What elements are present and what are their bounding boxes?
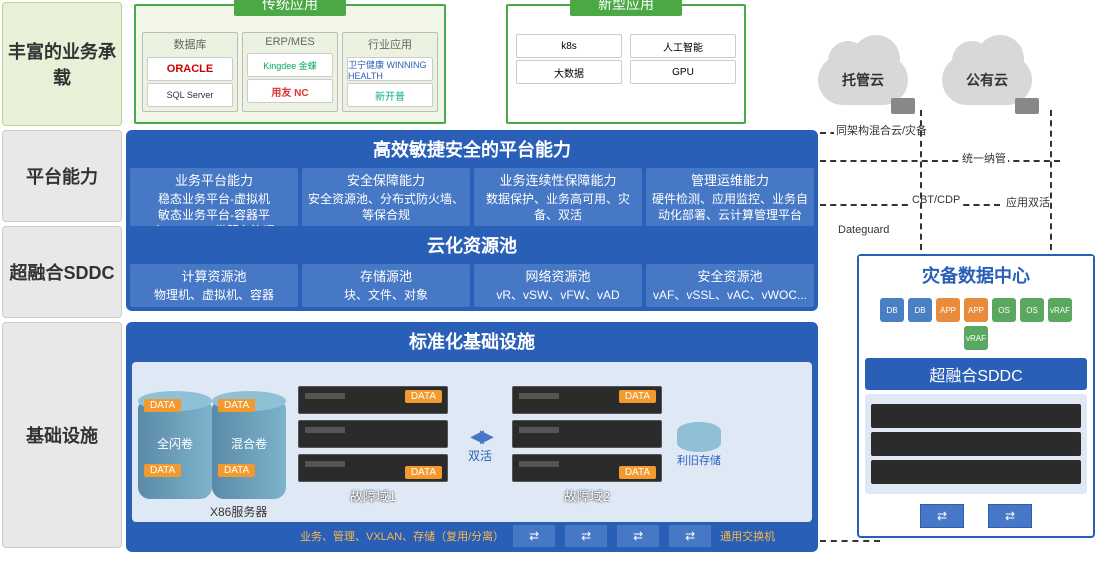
switch-icon: ⇄ bbox=[920, 504, 964, 528]
switch-label: 通用交换机 bbox=[720, 528, 775, 544]
app-kingdee: Kingdee 金蝶 bbox=[247, 53, 333, 77]
dash-line-v bbox=[1050, 110, 1052, 250]
fault-domain-1: DATA DATA 故障域1 bbox=[298, 386, 448, 505]
cyl-flash: 全闪卷 DATA DATA bbox=[138, 391, 212, 499]
dr-icon: OS bbox=[1020, 298, 1044, 322]
data-tag: DATA bbox=[144, 399, 181, 412]
data-tag: DATA bbox=[218, 464, 255, 477]
app-xinkaipu: 新开普 bbox=[347, 83, 433, 107]
hosted-cloud-label: 托管云 bbox=[842, 70, 884, 90]
dr-header: 灾备数据中心 bbox=[859, 256, 1093, 294]
dash-line-v bbox=[920, 110, 922, 250]
col-ind-hdr: 行业应用 bbox=[345, 35, 435, 55]
public-cloud-label: 公有云 bbox=[966, 70, 1008, 90]
switch-icon: ⇄ bbox=[512, 524, 556, 548]
fault-domain-2: DATA DATA 故障域2 bbox=[512, 386, 662, 505]
hosted-cloud: 托管云 bbox=[813, 50, 913, 110]
dash-label-unified: 统一纳管 bbox=[960, 150, 1008, 166]
dash-line bbox=[820, 160, 1060, 162]
sddc-cell: 安全资源池vAF、vSSL、vAC、vWOC... bbox=[646, 264, 814, 307]
switch-icon: ⇄ bbox=[616, 524, 660, 548]
switch-icon: ⇄ bbox=[668, 524, 712, 548]
app-winning: 卫宁健康 WINNING HEALTH bbox=[347, 57, 433, 81]
sddc-cells: 计算资源池物理机、虚拟机、容器存储源池块、文件、对象网络资源池vR、vSW、vF… bbox=[130, 264, 814, 307]
infra-band: 标准化基础设施 全闪卷 DATA DATA 混合卷 DATA DATA bbox=[126, 322, 818, 552]
traditional-app-group: 传统应用 数据库 ORACLE SQL Server ERP/MES Kingd… bbox=[134, 4, 446, 124]
data-tag: DATA bbox=[619, 466, 656, 479]
x86-label: X86服务器 bbox=[210, 503, 267, 520]
app-sqlserver: SQL Server bbox=[147, 83, 233, 107]
dr-stage bbox=[865, 394, 1087, 494]
cyl-hybrid: 混合卷 DATA DATA bbox=[212, 391, 286, 499]
net-label: 业务、管理、VXLAN、存储（复用/分离） bbox=[300, 528, 504, 544]
legacy-storage: 利旧存储 bbox=[674, 422, 724, 468]
dr-icon: APP bbox=[964, 298, 988, 322]
fd2-label: 故障域2 bbox=[512, 486, 662, 505]
sddc-hdr: 云化资源池 bbox=[130, 230, 814, 264]
col-db: 数据库 ORACLE SQL Server bbox=[142, 32, 238, 112]
dual-label: 双活 bbox=[468, 447, 492, 464]
col-industry: 行业应用 卫宁健康 WINNING HEALTH 新开普 bbox=[342, 32, 438, 112]
app-bigdata: 大数据 bbox=[516, 60, 622, 84]
app-yonyou: 用友 NC bbox=[247, 79, 333, 103]
new-app-group: 新型应用 k8s 大数据 人工智能 GPU bbox=[506, 4, 746, 124]
row3-label: 超融合SDDC bbox=[2, 226, 122, 318]
dr-icon: vRAF bbox=[1048, 298, 1072, 322]
data-tag: DATA bbox=[144, 464, 181, 477]
app-k8s: k8s bbox=[516, 34, 622, 58]
sddc-cell: 计算资源池物理机、虚拟机、容器 bbox=[130, 264, 298, 307]
row-platform: 平台能力 高效敏捷安全的平台能力 业务平台能力稳态业务平台-虚拟机敏态业务平台-… bbox=[0, 128, 1107, 224]
dr-sddc-label: 超融合SDDC bbox=[865, 358, 1087, 390]
fd1-label: 故障域1 bbox=[298, 486, 448, 505]
network-row: 业务、管理、VXLAN、存储（复用/分离） ⇄ ⇄ ⇄ ⇄ 通用交换机 bbox=[132, 524, 812, 548]
dash-label-cbt: CBT/CDP bbox=[910, 194, 962, 206]
dr-icon: vRAF bbox=[964, 326, 988, 350]
infra-stage: 全闪卷 DATA DATA 混合卷 DATA DATA DATA DATA bbox=[132, 362, 812, 522]
switch-icon: ⇄ bbox=[988, 504, 1032, 528]
sddc-cell: 网络资源池vR、vSW、vFW、vAD bbox=[474, 264, 642, 307]
col-erp: ERP/MES Kingdee 金蝶 用友 NC bbox=[242, 32, 338, 112]
app-ai: 人工智能 bbox=[630, 34, 736, 58]
data-tag: DATA bbox=[405, 390, 442, 403]
infra-hdr: 标准化基础设施 bbox=[132, 326, 812, 360]
platform-hdr: 高效敏捷安全的平台能力 bbox=[130, 134, 814, 168]
col-erp-hdr: ERP/MES bbox=[245, 35, 335, 51]
public-cloud: 公有云 bbox=[937, 50, 1037, 110]
dr-switch-row: ⇄ ⇄ bbox=[859, 498, 1093, 536]
dash-label-hybrid: 同架构混合云/灾备 bbox=[834, 122, 929, 138]
dr-icon: OS bbox=[992, 298, 1016, 322]
dr-icon: DB bbox=[908, 298, 932, 322]
dr-icon: APP bbox=[936, 298, 960, 322]
data-tag: DATA bbox=[405, 466, 442, 479]
dr-icons: DBDBAPPAPPOSOSvRAFvRAF bbox=[859, 294, 1093, 354]
col-db-hdr: 数据库 bbox=[145, 35, 235, 55]
sddc-cell: 存储源池块、文件、对象 bbox=[302, 264, 470, 307]
dash-label-appdual: 应用双活 bbox=[1004, 194, 1052, 210]
new-app-header: 新型应用 bbox=[570, 0, 682, 16]
dash-label-dateguard: Dateguard bbox=[836, 224, 891, 236]
dual-active-arrow: ◀▶ 双活 bbox=[460, 425, 500, 465]
cyl-hybrid-label: 混合卷 bbox=[212, 435, 286, 452]
cyl-flash-label: 全闪卷 bbox=[138, 435, 212, 452]
row1-label: 丰富的业务承载 bbox=[2, 2, 122, 126]
row4-label: 基础设施 bbox=[2, 322, 122, 548]
dash-line bbox=[820, 540, 880, 542]
cloud-group: 托管云 公有云 bbox=[813, 50, 1037, 110]
data-tag: DATA bbox=[619, 390, 656, 403]
sddc-band: 云化资源池 计算资源池物理机、虚拟机、容器存储源池块、文件、对象网络资源池vR、… bbox=[126, 226, 818, 311]
cylinder-pair: 全闪卷 DATA DATA 混合卷 DATA DATA bbox=[138, 391, 286, 499]
dr-icon: DB bbox=[880, 298, 904, 322]
app-gpu: GPU bbox=[630, 60, 736, 84]
switch-icon: ⇄ bbox=[564, 524, 608, 548]
row2-label: 平台能力 bbox=[2, 130, 122, 222]
data-tag: DATA bbox=[218, 399, 255, 412]
dr-datacenter: 灾备数据中心 DBDBAPPAPPOSOSvRAFvRAF 超融合SDDC ⇄ … bbox=[857, 254, 1095, 538]
legacy-storage-label: 利旧存储 bbox=[674, 452, 724, 468]
app-oracle: ORACLE bbox=[147, 57, 233, 81]
traditional-header: 传统应用 bbox=[234, 0, 346, 16]
